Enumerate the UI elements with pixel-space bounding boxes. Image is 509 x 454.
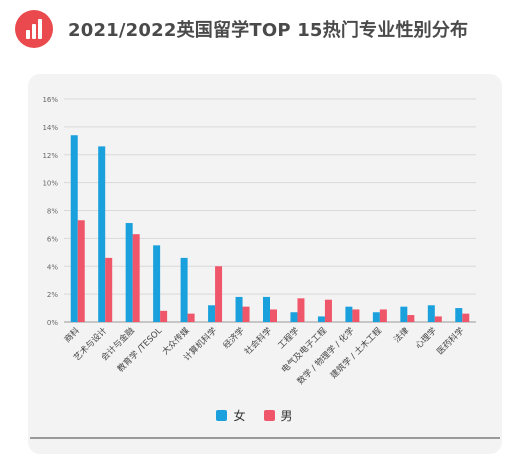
y-tick-label: 2% [47,291,58,299]
bar-male [270,309,277,322]
bar-female [208,305,216,322]
legend-swatch-male [263,409,275,421]
legend-label-male: 男 [280,408,293,423]
bar-female [427,305,435,322]
bar-male [187,313,195,322]
legend-item-female: 女 [216,407,246,424]
bar-male [324,299,332,322]
bar-male [297,298,305,322]
bar-female [345,306,353,322]
bottom-divider [30,437,500,439]
bar-female [317,316,325,322]
bar-male [242,306,250,322]
x-tick-label: 法律 [392,325,412,345]
legend-item-male: 男 [263,407,293,424]
bar-male [160,310,168,322]
bar-female [290,312,298,322]
legend-label-female: 女 [233,408,246,423]
bar-female [125,223,133,322]
bar-female [235,296,243,322]
y-tick-label: 0% [47,319,58,327]
y-tick-label: 4% [47,263,58,271]
bar-male [379,309,387,322]
x-tick-label: 建筑学 / 土木工程 [328,325,384,381]
y-tick-label: 8% [47,208,58,216]
bar-male [77,220,85,322]
bar-female [263,296,270,322]
bar-female [400,306,408,322]
bar-chart-icon [15,10,53,48]
y-tick-label: 10% [42,180,58,188]
legend-swatch-female [216,409,228,421]
bar-female [455,308,463,322]
page-title: 2021/2022英国留学TOP 15热门专业性别分布 [68,20,469,41]
x-tick-label: 心理学 [413,325,439,351]
x-tick-label: 社会科学 [242,325,274,357]
bar-male [105,257,113,322]
x-tick-label: 商科 [62,325,82,345]
y-tick-label: 14% [42,124,58,132]
bar-female [153,245,161,322]
bar-male [215,266,223,322]
bar-female [70,135,78,322]
bar-male [132,234,140,322]
y-tick-label: 16% [42,96,58,104]
bar-male [407,315,415,322]
bar-male [434,316,442,322]
bar-male [462,313,470,322]
bar-female [372,312,380,322]
x-tick-label: 经济学 [221,325,247,351]
bar-male [352,309,360,322]
bar-female [180,257,188,322]
header: 2021/2022英国留学TOP 15热门专业性别分布 [0,0,509,64]
bar-female [98,146,106,322]
x-tick-label: 医药科学 [435,325,467,357]
y-tick-label: 12% [42,152,58,160]
chart-legend: 女 男 [0,406,509,424]
x-tick-label: 工程学 [276,325,302,351]
y-tick-label: 6% [47,235,58,243]
